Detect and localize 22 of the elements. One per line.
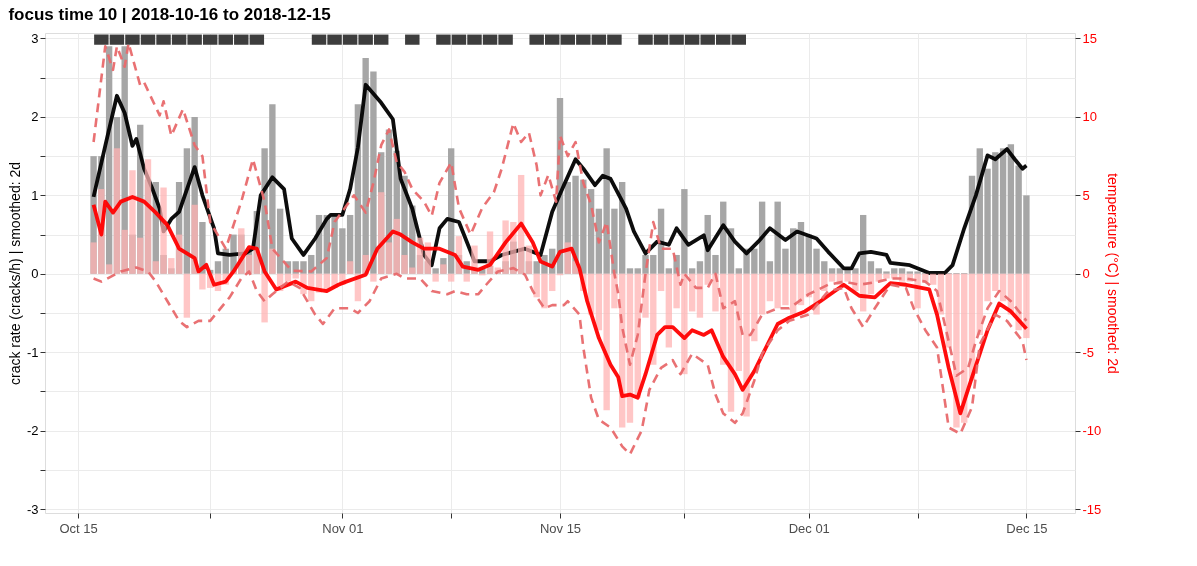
y2-tick-label: -5 xyxy=(1082,344,1095,360)
y-tick-label: -2 xyxy=(26,423,39,439)
y2-tick-label: -10 xyxy=(1082,423,1102,439)
y-axis-title: crack rate (cracks/h) | smoothed: 2d xyxy=(6,161,23,386)
x-tick-label: Nov 01 xyxy=(322,520,364,536)
x-tick-label: Oct 15 xyxy=(59,520,98,536)
x-tick-label: Nov 15 xyxy=(539,520,582,536)
y-tick-label: 0 xyxy=(31,266,39,282)
y-tick-label: 3 xyxy=(31,30,39,46)
x-tick-label: Dec 15 xyxy=(1006,520,1048,536)
y2-tick-label: -15 xyxy=(1082,501,1102,517)
y2-tick-label: 0 xyxy=(1082,266,1090,282)
y-tick-label: -3 xyxy=(26,501,39,517)
y-tick-label: -1 xyxy=(26,344,39,360)
y-tick-label: 1 xyxy=(31,187,39,203)
chart-title: focus time 10 | 2018-10-16 to 2018-12-15 xyxy=(8,5,331,25)
y2-tick-label: 10 xyxy=(1082,109,1097,125)
y-tick-label: 2 xyxy=(31,109,39,125)
y2-axis-title: temperature (°C) | smoothed: 2d xyxy=(1105,173,1122,374)
y2-tick-label: 15 xyxy=(1082,30,1097,46)
y2-tick-label: 5 xyxy=(1082,187,1090,203)
x-tick-label: Dec 01 xyxy=(788,520,830,536)
